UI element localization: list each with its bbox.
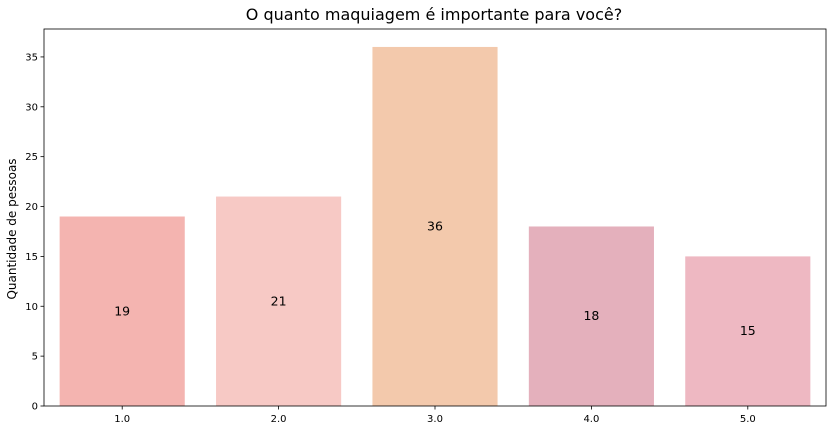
bars-group <box>59 46 811 406</box>
y-axis-ticks: 0 5 10 15 20 25 30 35 <box>25 52 44 413</box>
y-tick-label: 25 <box>25 152 38 163</box>
y-tick-label: 10 <box>25 302 38 313</box>
x-tick-label: 5.0 <box>740 414 756 425</box>
data-label-2.0: 21 <box>271 293 287 308</box>
y-axis-label: Quantidade de pessoas <box>5 158 19 299</box>
x-tick-label: 1.0 <box>114 414 130 425</box>
y-tick-label: 15 <box>25 252 38 263</box>
x-tick-label: 4.0 <box>583 414 599 425</box>
data-label-5.0: 15 <box>740 323 756 338</box>
data-labels-group: 19 21 36 18 15 <box>114 218 756 338</box>
x-axis-ticks: 1.0 2.0 3.0 4.0 5.0 <box>114 406 756 425</box>
y-tick-label: 20 <box>25 202 38 213</box>
bar-5.0 <box>685 256 811 406</box>
data-label-3.0: 36 <box>427 218 443 233</box>
x-tick-label: 3.0 <box>427 414 443 425</box>
bar-4.0 <box>528 226 654 406</box>
bar-3.0 <box>372 46 498 406</box>
y-tick-label: 0 <box>32 402 38 413</box>
y-tick-label: 35 <box>25 52 38 63</box>
bar-1.0 <box>59 216 185 406</box>
plot-frame <box>43 28 827 407</box>
data-label-1.0: 19 <box>114 303 130 318</box>
y-tick-label: 30 <box>25 102 38 113</box>
chart-title: O quanto maquiagem é importante para voc… <box>246 5 622 24</box>
y-tick-label: 5 <box>32 352 38 363</box>
x-tick-label: 2.0 <box>271 414 287 425</box>
bar-2.0 <box>216 196 342 406</box>
data-label-4.0: 18 <box>583 308 599 323</box>
